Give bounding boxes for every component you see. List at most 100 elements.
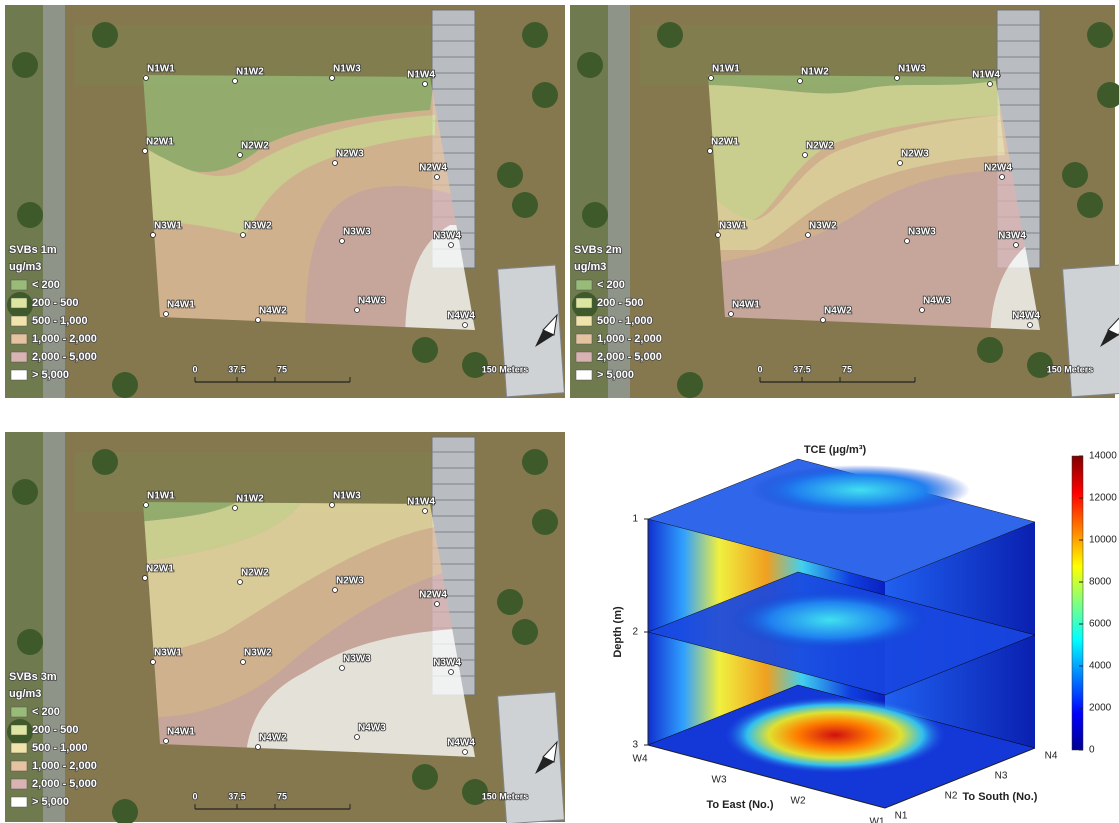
- tree: [112, 372, 138, 398]
- colorbar-tick-label: 14000: [1089, 451, 1117, 462]
- sample-point: [143, 149, 148, 154]
- y-tick-label: 1: [632, 514, 638, 525]
- legend-label: 500 - 1,000: [32, 315, 88, 327]
- sample-point: [895, 76, 900, 81]
- point-label: N3W1: [154, 648, 182, 659]
- y-tick-label: 3: [632, 740, 638, 751]
- legend-swatch: [11, 797, 27, 807]
- point-label: N1W3: [898, 64, 926, 75]
- point-label: N1W1: [147, 64, 175, 75]
- hot-spot: [725, 697, 945, 773]
- point-label: N1W2: [236, 67, 264, 78]
- x-tick-label: W3: [712, 775, 727, 786]
- sample-point: [905, 239, 910, 244]
- legend-label: > 5,000: [32, 369, 69, 381]
- tree: [412, 764, 438, 790]
- map-panel: N1W1N1W2N1W3N1W4N2W1N2W2N2W3N2W4N3W1N3W2…: [570, 5, 1119, 398]
- colorbar-tick-label: 12000: [1089, 493, 1117, 504]
- legend-label: 500 - 1,000: [32, 742, 88, 754]
- sample-point: [340, 666, 345, 671]
- tree: [17, 629, 43, 655]
- scale-label: 0: [757, 364, 762, 374]
- tree: [677, 372, 703, 398]
- tree: [12, 479, 38, 505]
- sample-point: [151, 233, 156, 238]
- point-label: N2W4: [984, 163, 1012, 174]
- point-label: N3W1: [154, 221, 182, 232]
- point-label: N4W3: [358, 723, 386, 734]
- sample-point: [241, 660, 246, 665]
- point-label: N1W3: [333, 64, 361, 75]
- tree: [12, 52, 38, 78]
- colorbar: [1072, 456, 1083, 750]
- point-label: N4W2: [259, 733, 287, 744]
- tree: [512, 192, 538, 218]
- point-label: N1W1: [147, 491, 175, 502]
- tree: [497, 589, 523, 615]
- sample-point: [423, 509, 428, 514]
- x-tick-label: W2: [791, 796, 806, 807]
- legend-swatch: [11, 334, 27, 344]
- sample-point: [238, 153, 243, 158]
- sample-point: [1000, 175, 1005, 180]
- legend-title: SVBs 2m: [574, 244, 622, 256]
- sample-point: [709, 76, 714, 81]
- sample-point: [1014, 243, 1019, 248]
- colorbar-tick-label: 2000: [1089, 703, 1112, 714]
- sample-point: [241, 233, 246, 238]
- x-axis-label: To East (No.): [706, 799, 773, 811]
- scale-label: 75: [277, 791, 287, 801]
- point-label: N3W4: [433, 231, 461, 242]
- warm-spot: [750, 465, 970, 515]
- colorbar-tick-label: 6000: [1089, 619, 1112, 630]
- point-label: N2W4: [419, 590, 447, 601]
- sample-point: [144, 76, 149, 81]
- legend-label: 2,000 - 5,000: [597, 351, 662, 363]
- point-label: N3W3: [343, 227, 371, 238]
- tree: [1062, 162, 1088, 188]
- colorbar-tick-label: 8000: [1089, 577, 1112, 588]
- legend-units: ug/m3: [9, 261, 41, 273]
- scale-label: 150 Meters: [482, 364, 529, 374]
- point-label: N4W3: [923, 296, 951, 307]
- sample-point: [151, 660, 156, 665]
- point-label: N3W3: [343, 654, 371, 665]
- legend-label: 200 - 500: [32, 297, 78, 309]
- legend-swatch: [576, 298, 592, 308]
- sample-point: [233, 506, 238, 511]
- point-label: N3W1: [719, 221, 747, 232]
- point-label: N4W4: [447, 311, 475, 322]
- tree: [577, 52, 603, 78]
- point-label: N2W1: [711, 137, 739, 148]
- scale-label: 75: [277, 364, 287, 374]
- point-label: N1W4: [407, 70, 435, 81]
- scale-label: 150 Meters: [1047, 364, 1094, 374]
- figure: N1W1 N1W2 N1W3 N1W4 N2W1 N2W2 N2W3 N2W4 N3W1 N3W2…: [0, 0, 1119, 823]
- z-tick-label: N4: [1045, 751, 1058, 762]
- sample-point: [164, 312, 169, 317]
- legend-swatch: [11, 352, 27, 362]
- point-label: N1W4: [972, 70, 1000, 81]
- sample-point: [988, 82, 993, 87]
- legend-title: SVBs 1m: [9, 244, 57, 256]
- point-label: N3W2: [244, 221, 272, 232]
- point-label: N1W3: [333, 491, 361, 502]
- scale-label: 37.5: [793, 364, 811, 374]
- point-label: N2W1: [146, 137, 174, 148]
- point-label: N3W4: [998, 231, 1026, 242]
- legend-swatch: [11, 707, 27, 717]
- tree: [497, 162, 523, 188]
- point-label: N2W3: [901, 149, 929, 160]
- scale-label: 0: [192, 364, 197, 374]
- point-label: N2W2: [806, 141, 834, 152]
- legend-swatch: [576, 334, 592, 344]
- point-label: N2W1: [146, 564, 174, 575]
- legend-label: 1,000 - 2,000: [32, 760, 97, 772]
- legend-swatch: [11, 761, 27, 771]
- colorbar-tick-label: 10000: [1089, 535, 1117, 546]
- legend-label: < 200: [32, 706, 60, 718]
- sample-point: [330, 76, 335, 81]
- legend-label: < 200: [32, 279, 60, 291]
- sample-point: [803, 153, 808, 158]
- legend-swatch: [11, 370, 27, 380]
